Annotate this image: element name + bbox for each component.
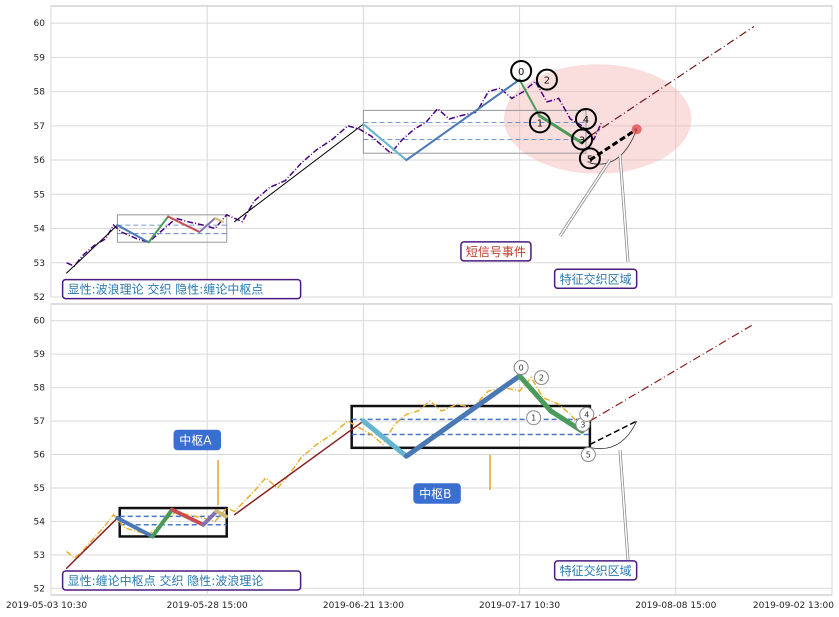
panel2-wave-label-text: 4 (584, 410, 589, 419)
panel1-wave-label-circle (578, 147, 601, 170)
panel2-annotation-box (61, 570, 302, 591)
panel1-y-tick-label: 59 (34, 53, 46, 63)
panel1-wave-segment (362, 123, 408, 162)
panel2-wave-segment (201, 509, 219, 527)
panel2-wave-segment (233, 420, 365, 516)
panel2-plot-area (50, 303, 833, 596)
panel2-wave-segment (115, 516, 155, 539)
panel1-target-dot (631, 124, 642, 135)
panel1-annotation-text: 显性:波浪理论 交织 隐性:缠论中枢点 (68, 282, 264, 297)
panel1-signal-pointer-inner (559, 159, 611, 237)
panel1-curved-arrow (589, 129, 638, 165)
panel1-y-tick-label: 58 (34, 88, 46, 98)
panel2-wave-segment (214, 509, 228, 519)
panel1-region-pointer-inner (619, 154, 629, 263)
panel1-wave-segment (405, 78, 521, 162)
panel1-wave-label-text: 5 (587, 154, 593, 165)
panel2-annotation-text: 中枢A (179, 432, 212, 447)
panel1-wave-label-circle (528, 111, 551, 134)
panel2-x-tick-label: 2019-08-08 15:00 (635, 601, 716, 611)
panel2-y-tick-label: 53 (34, 551, 45, 561)
panel2-x-tick-label: 2019-09-02 13:00 (753, 601, 834, 611)
panel1-wave-segment (66, 224, 118, 274)
panel1-wave-label-circle (571, 128, 594, 151)
panel2-annotation-box (173, 429, 222, 451)
panel2-wave-label-text: 0 (519, 364, 524, 373)
panel1-wave-segment (116, 224, 150, 244)
panel2-y-tick-label: 54 (34, 517, 46, 527)
panel1-wave-segment (167, 215, 201, 233)
panel2-wave-segment (150, 507, 175, 539)
panel1-y-tick-label: 57 (34, 122, 45, 132)
panel1-wave-segment (234, 123, 364, 223)
panel1-wave-label-text: 1 (537, 118, 543, 129)
panel1-wave-label-circle (510, 60, 533, 83)
panel1-wave-segment (147, 215, 170, 244)
panel2-x-tick-label: 2019-06-21 13:00 (323, 601, 404, 611)
panel1-annotation-box (460, 241, 532, 262)
panel1-wave-label-circle (574, 107, 597, 130)
panel2-wave-label-text: 3 (580, 420, 585, 429)
panel2-region-pointer-inner (619, 449, 629, 561)
panel2-wave-label-circle (579, 406, 595, 422)
panel1-wave-label-text: 0 (518, 67, 524, 78)
panel2-wave-segment (517, 373, 554, 414)
panel1-wave-segment (198, 217, 217, 233)
panel2-curved-arrow (589, 420, 638, 450)
panel2-price-series-line (66, 376, 595, 560)
panel2-annotation-text: 显性:缠论中枢点 交织 隐性:波浪理论 (68, 573, 264, 588)
panel1-y-tick-label: 52 (34, 293, 45, 303)
panel1-short-projection-line (589, 127, 638, 162)
panel2-y-tick-label: 57 (34, 417, 45, 427)
panel2-annotation-box (553, 560, 638, 581)
panel2-projection-line (589, 323, 755, 422)
panel2-x-tick-label: 2019-05-03 10:30 (6, 601, 87, 611)
panel2-y-tick-label: 56 (34, 451, 46, 461)
panel2-wave-label-text: 5 (586, 451, 591, 460)
panel1-wave-segment (537, 114, 584, 145)
panel2-wave-segment (65, 517, 119, 569)
panel2-wave-label-text: 2 (539, 374, 544, 383)
panel1-y-tick-label: 54 (34, 225, 46, 235)
panel2-x-tick-label: 2019-07-17 10:30 (479, 601, 560, 611)
panel1-annotation-box (553, 268, 638, 290)
panel1-annotation-text: 特征交织区域 (560, 271, 632, 286)
panel1-price-series-line (66, 80, 603, 268)
panel2-wave-label-circle (526, 410, 542, 426)
panel2-annotation-text: 特征交织区域 (560, 563, 632, 578)
panel1-y-tick-label: 60 (34, 19, 46, 29)
panel1-wave-label-text: 4 (583, 115, 589, 126)
panel2-annotation-box (413, 483, 461, 504)
panel1-wave-segment (214, 217, 224, 223)
panel1-wave-label-text: 3 (579, 136, 585, 147)
panel1-annotation-box (61, 278, 302, 300)
panel1-highlight-ellipse (503, 64, 692, 174)
panel2-wave-segment (360, 418, 409, 459)
panel1-plot-area (50, 5, 833, 298)
panel2-wave-label-circle (580, 447, 596, 463)
panel1-wave-segment (581, 135, 591, 144)
panel2-wave-segment (403, 373, 523, 459)
panel2-y-tick-label: 59 (34, 350, 46, 360)
panel2-y-tick-label: 55 (34, 484, 45, 494)
panel2-y-tick-label: 60 (34, 317, 46, 327)
panel2-annotation-text: 中枢B (419, 486, 451, 501)
panel1-projection-line (589, 26, 755, 137)
panel2-y-tick-label: 52 (34, 584, 45, 594)
panel2-wave-label-text: 1 (531, 414, 536, 423)
panel2-x-tick-label: 2019-05-28 15:00 (167, 601, 248, 611)
panel1-y-tick-label: 56 (34, 156, 46, 166)
panel2-wave-label-circle (513, 360, 529, 376)
panel1-y-tick-label: 53 (34, 259, 45, 269)
panel1-wave-label-text: 2 (544, 76, 550, 87)
panel1-wave-segment (518, 78, 541, 117)
panel1-annotation-text: 短信号事件 (466, 245, 526, 259)
panel2-y-tick-label: 58 (34, 384, 46, 394)
panel1-wave-label-circle (535, 68, 558, 91)
panel2-wave-segment (170, 507, 206, 527)
panel2-wave-label-circle (533, 370, 549, 386)
panel1-y-tick-label: 55 (34, 190, 45, 200)
